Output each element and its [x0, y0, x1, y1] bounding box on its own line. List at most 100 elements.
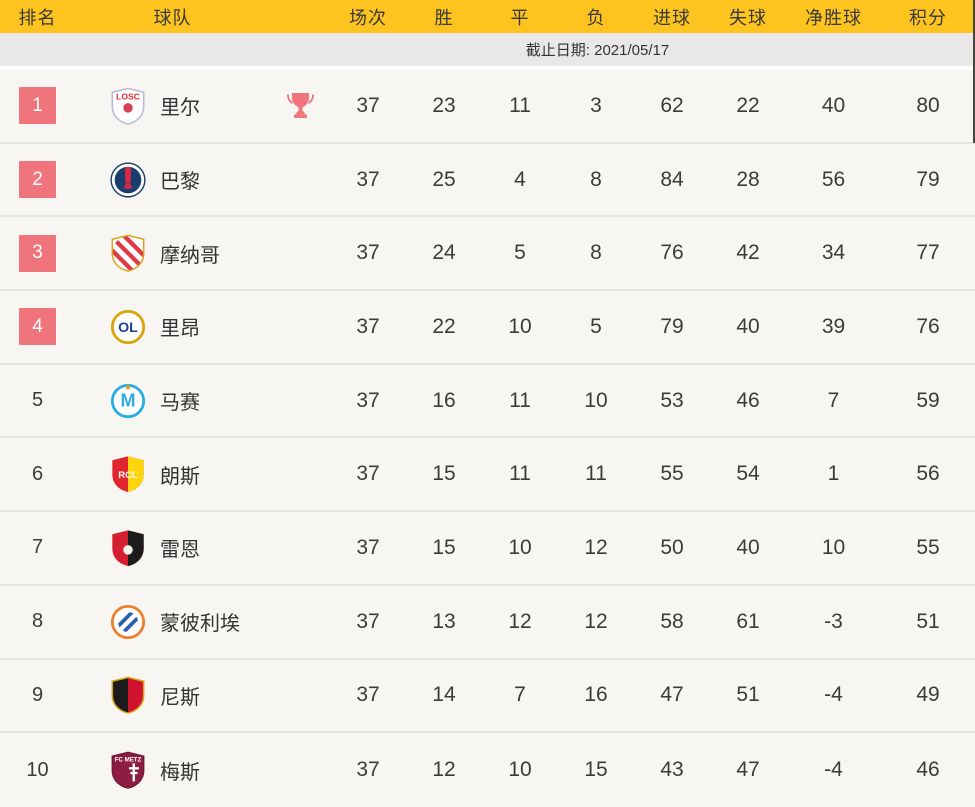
cell-goal-diff: 10: [821, 535, 846, 559]
rank-cell: 7: [0, 536, 75, 559]
rank-cell: 4: [0, 308, 75, 346]
cell-goal-diff: -4: [824, 683, 843, 707]
cell-draws: 11: [509, 462, 531, 486]
cell-wins: 24: [432, 241, 456, 265]
lille-crest-icon: LOSC: [109, 87, 147, 125]
team-cell: LOSC 里尔: [75, 87, 270, 125]
svg-text:LOSC: LOSC: [116, 91, 140, 101]
rank-cell: 2: [0, 161, 75, 199]
team-cell: 蒙彼利埃: [75, 603, 270, 641]
cell-played: 37: [356, 314, 380, 338]
cell-goals-against: 40: [736, 314, 760, 338]
cell-goals-for: 79: [660, 314, 684, 338]
cell-points: 56: [916, 462, 940, 486]
cell-goals-for: 53: [660, 388, 684, 412]
rank-label: 5: [31, 389, 44, 412]
cell-points: 79: [916, 167, 940, 191]
rank-cell: 9: [0, 684, 75, 707]
cell-goals-for: 76: [660, 241, 684, 265]
cell-goal-diff: 1: [827, 462, 840, 486]
cell-goals-against: 51: [736, 683, 760, 707]
cell-goal-diff: -3: [824, 609, 843, 633]
cell-draws: 11: [509, 93, 531, 117]
rennes-crest-icon: [109, 529, 147, 567]
cell-goals-for: 43: [660, 758, 684, 782]
svg-text:M: M: [120, 390, 135, 410]
cell-played: 37: [356, 758, 380, 782]
table-header: 排名 球队 场次 胜 平 负 进球 失球 净胜球 积分: [0, 0, 975, 33]
cell-wins: 16: [432, 388, 456, 412]
rank-cell: 5: [0, 389, 75, 412]
cell-points: 77: [916, 241, 940, 265]
cell-played: 37: [356, 462, 380, 486]
team-name: 蒙彼利埃: [160, 613, 240, 636]
cell-draws: 10: [508, 535, 532, 559]
cell-goals-for: 62: [660, 93, 684, 117]
metz-crest-icon: FC METZ: [109, 751, 147, 789]
cell-goals-for: 58: [660, 609, 684, 633]
team-name: 尼斯: [160, 686, 200, 709]
team-cell: 雷恩: [75, 529, 270, 567]
cell-goal-diff: 40: [821, 93, 846, 117]
table-row: 8 蒙彼利埃 37 13 12 12 58 61 -3 51: [0, 585, 975, 660]
col-header-goals-for: 进球: [653, 7, 691, 28]
cell-played: 37: [356, 241, 380, 265]
cell-played: 37: [356, 609, 380, 633]
svg-text:OL: OL: [118, 320, 138, 336]
team-name: 里尔: [160, 97, 200, 120]
cell-points: 59: [916, 388, 940, 412]
cell-losses: 16: [584, 683, 608, 707]
cell-points: 46: [916, 758, 940, 782]
cell-wins: 12: [432, 758, 456, 782]
rank-badge: 2: [19, 161, 56, 199]
cell-played: 37: [356, 167, 380, 191]
cell-goal-diff: 7: [827, 388, 840, 412]
table-row: 2 巴黎 37 25 4 8 84 28 56 79: [0, 143, 975, 218]
col-header-losses: 负: [586, 7, 606, 28]
cell-draws: 10: [508, 758, 532, 782]
cell-losses: 8: [590, 241, 602, 265]
table-row: 1 LOSC 里尔 37 23 11 3 62 22 40 80: [0, 70, 975, 144]
cell-draws: 7: [514, 683, 526, 707]
cell-wins: 25: [432, 167, 456, 191]
cell-wins: 22: [432, 314, 456, 338]
marseille-crest-icon: M: [109, 382, 147, 420]
cell-points: 55: [916, 535, 940, 559]
team-cell: OL 里昂: [75, 308, 270, 346]
rank-cell: 1: [0, 87, 75, 125]
trophy-icon: [270, 89, 330, 122]
rank-label: 7: [31, 536, 44, 559]
monaco-crest-icon: [109, 234, 147, 273]
cell-points: 49: [916, 683, 940, 707]
team-name: 摩纳哥: [160, 244, 220, 267]
rank-label: 6: [31, 462, 44, 485]
team-cell: 巴黎: [75, 161, 270, 199]
cell-losses: 15: [584, 758, 608, 782]
col-header-draws: 平: [510, 7, 530, 28]
cell-goal-diff: 34: [821, 241, 846, 265]
team-cell: 尼斯: [75, 676, 270, 715]
team-name: 朗斯: [160, 465, 200, 488]
team-cell: M 马赛: [75, 382, 270, 420]
col-header-played: 场次: [349, 7, 387, 28]
cell-goal-diff: -4: [824, 758, 843, 782]
cell-played: 37: [356, 683, 380, 707]
cell-goals-against: 46: [736, 388, 760, 412]
scrollbar-thumb[interactable]: [973, 0, 975, 143]
cell-points: 80: [916, 93, 940, 117]
date-bar: 截止日期: 2021/05/17: [0, 33, 975, 66]
cell-losses: 10: [584, 388, 608, 412]
table-row: 3 摩纳哥 37 24 5 8 76 42 34 77: [0, 217, 975, 292]
team-name: 马赛: [160, 392, 200, 415]
cell-goals-against: 47: [736, 758, 760, 782]
rank-badge: 1: [19, 87, 56, 125]
col-header-points: 积分: [909, 7, 947, 28]
cell-goals-for: 47: [660, 683, 684, 707]
col-header-goals-against: 失球: [729, 7, 767, 28]
cell-played: 37: [356, 535, 380, 559]
rank-label: 8: [31, 610, 44, 633]
table-row: 10 FC METZ 梅斯 37 12 10 15 43 47 -4 46: [0, 733, 975, 807]
rank-cell: 3: [0, 234, 75, 272]
svg-text:FC METZ: FC METZ: [115, 756, 142, 763]
